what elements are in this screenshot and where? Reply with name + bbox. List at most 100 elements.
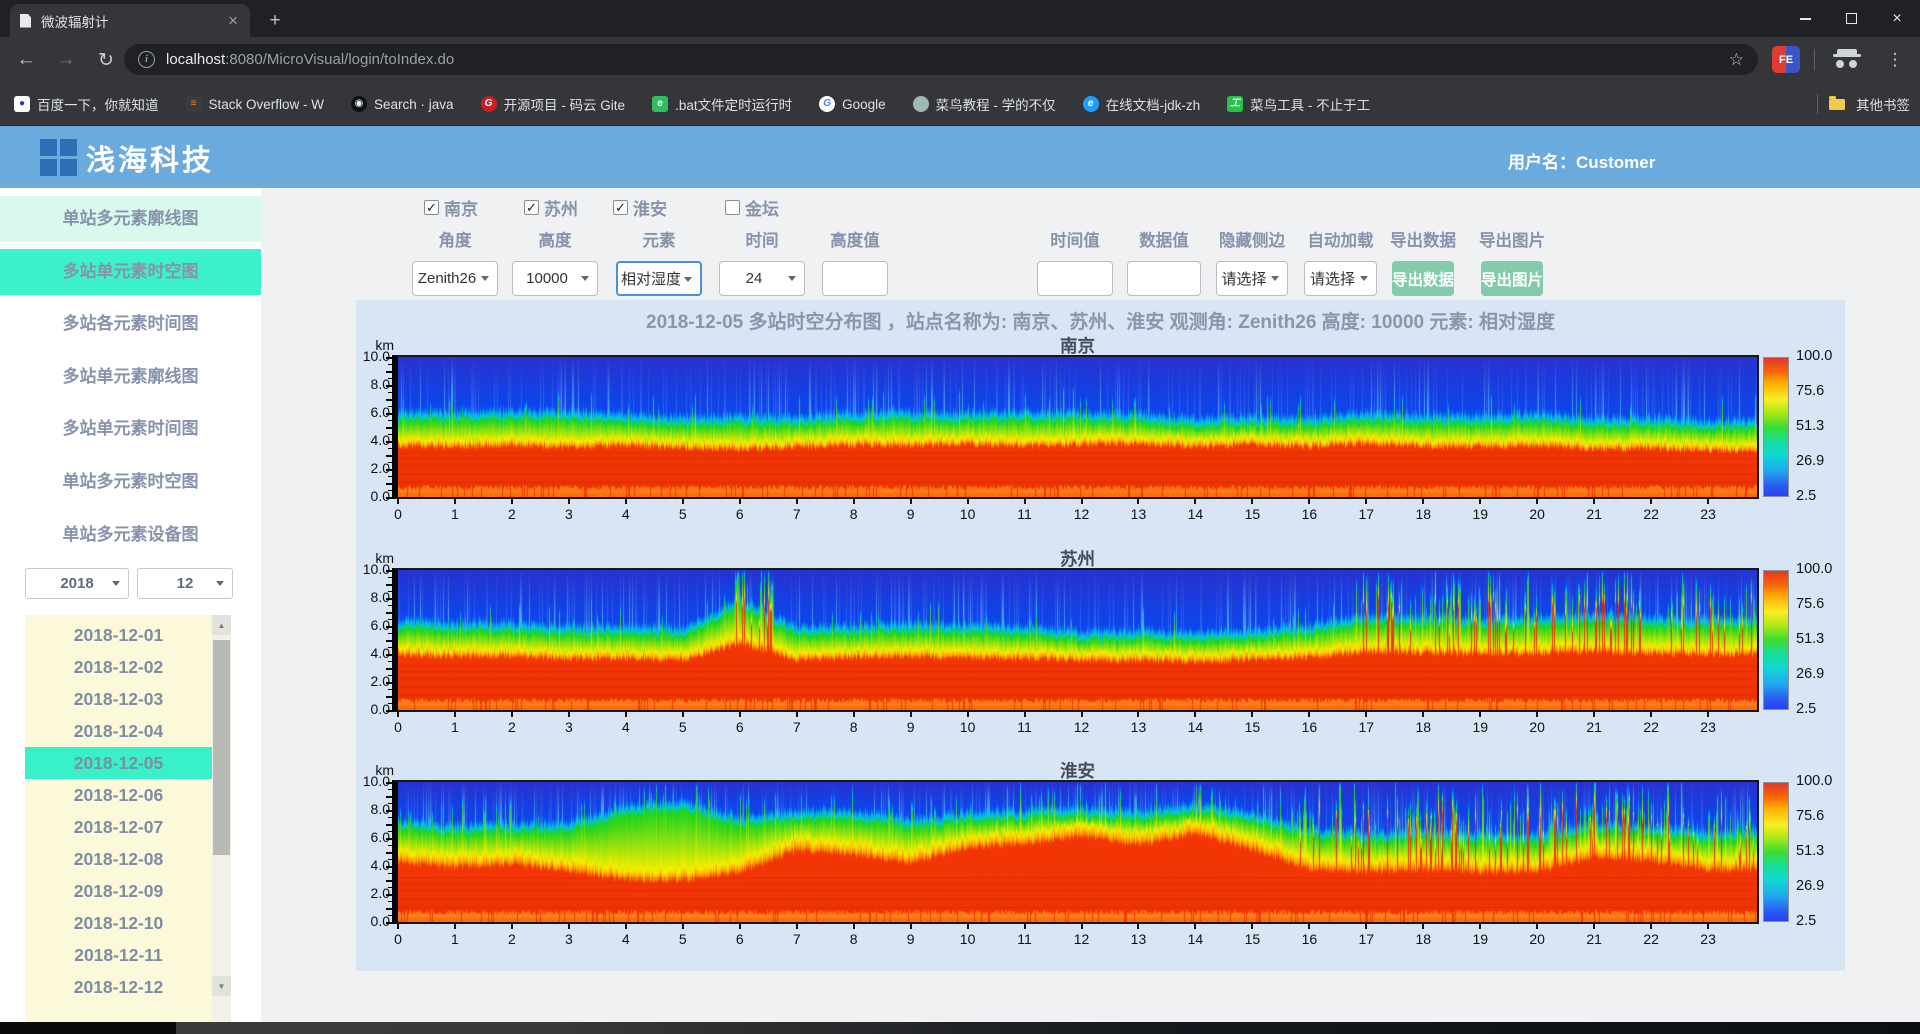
date-item[interactable]: 2018-12-07 [73,817,164,837]
x-tick-label: 5 [678,931,687,947]
date-item[interactable]: 2018-12-04 [73,721,164,741]
bookmark-item[interactable]: ◉ Search · java [351,96,454,112]
height-select[interactable]: 10000 [512,261,598,296]
date-item[interactable]: 2018-12-06 [73,785,164,805]
station-checkbox-label: 苏州 [544,199,578,219]
bookmark-item[interactable]: G Google [819,96,886,112]
brand-name: 浅海科技 [86,145,215,177]
sidebar-item[interactable]: 多站各元素时间图 [0,301,261,348]
x-tick-label: 9 [906,506,915,522]
date-item[interactable]: 2018-12-02 [73,657,164,677]
date-item[interactable]: 2018-12-10 [73,913,164,933]
brand-logo-icon [40,139,77,176]
y-tick-mark [388,577,392,578]
date-item[interactable]: 2018-12-09 [73,881,164,901]
y-tick-label: 0.0 [370,701,390,717]
x-tick-label: 16 [1301,719,1318,735]
new-tab-button[interactable]: + [269,10,281,31]
bookmark-item[interactable]: G 开源项目 - 码云 Gite [480,94,625,114]
date-item[interactable]: 2018-12-11 [74,945,163,965]
window-close-button[interactable]: × [1892,9,1902,27]
date-item[interactable]: 2018-12-01 [73,625,164,645]
station-checkbox-huaian[interactable]: ✓ 淮安 [613,197,667,219]
x-tick-label: 18 [1415,931,1432,947]
x-tick-mark [1251,924,1254,929]
data-value-input[interactable] [1127,261,1201,296]
reload-button[interactable]: ↻ [98,49,114,71]
window-controls: × [1782,0,1920,37]
bookmark-item[interactable]: 工菜鸟工具 - 不止于工 [1227,94,1370,114]
x-tick-mark [1308,924,1311,929]
x-tick-mark [1365,924,1368,929]
y-tick-mark [388,490,392,491]
x-tick-mark [453,924,456,929]
angle-select[interactable]: Zenith26 [412,261,498,296]
sidebar-item[interactable]: 单站多元素廓线图 [0,196,261,242]
checkbox-icon[interactable]: ✓ [424,199,439,215]
date-list-scrollbar[interactable]: ▲ ▼ [212,615,231,1022]
heatmap-canvas [398,782,1757,922]
month-select[interactable]: 12 [137,568,233,599]
x-tick-mark [567,712,570,717]
x-tick-label: 13 [1130,719,1147,735]
date-item[interactable]: 2018-12-08 [73,849,164,869]
y-tick-mark [388,605,392,606]
station-checkbox-jintan[interactable]: 金坛 [725,197,779,219]
auto-load-select[interactable]: 请选择 [1304,261,1377,296]
x-tick-mark [1422,499,1425,504]
y-tick-mark [388,689,392,690]
time-select[interactable]: 24 [719,261,805,296]
station-checkbox-nanjing[interactable]: ✓ 南京 [424,197,478,219]
sidebar-item[interactable]: 单站多元素时空图 [0,459,261,505]
other-bookmarks-label[interactable]: 其他书签 [1856,98,1910,113]
export-image-button[interactable]: 导出图片 [1481,261,1543,296]
sidebar-item[interactable]: 多站单元素时间图 [0,406,261,453]
export-data-button[interactable]: 导出数据 [1392,261,1454,296]
checkbox-icon[interactable]: ✓ [613,199,628,215]
browser-menu-icon[interactable]: ⋮ [1886,49,1904,69]
date-item[interactable]: 2018-12-05 [25,747,212,779]
bookmark-star-icon[interactable]: ☆ [1728,49,1744,69]
x-tick-mark [795,499,798,504]
hide-side-select[interactable]: 请选择 [1216,261,1288,296]
sidebar-item[interactable]: 多站单元素廓线图 [0,353,261,400]
bookmark-item[interactable]: ● 百度一下，你就知道 [14,94,159,114]
bookmark-item[interactable]: e .bat文件定时运行时 [652,94,792,114]
forward-button[interactable]: → [56,49,76,70]
scroll-down-arrow-icon[interactable]: ▼ [212,976,231,996]
scroll-thumb[interactable] [213,640,230,855]
x-tick-label: 13 [1130,506,1147,522]
y-tick-mark [388,448,392,449]
bookmark-item[interactable]: 菜鸟教程 - 学的不仅 [912,94,1056,114]
height-value-input[interactable] [822,261,888,296]
scroll-up-arrow-icon[interactable]: ▲ [212,615,231,635]
window-restore-button[interactable] [1828,0,1874,37]
year-select[interactable]: 2018 [25,568,129,599]
station-checkbox-suzhou[interactable]: ✓ 苏州 [524,197,578,219]
date-item[interactable]: 2018-12-12 [73,977,164,997]
colorbar-tick-label: 100.0 [1796,561,1833,577]
time-value-input[interactable] [1037,261,1113,296]
station-checkbox-label: 金坛 [745,199,779,219]
x-tick-label: 4 [621,931,630,947]
browser-tab[interactable]: 微波辐射计 × [10,4,250,37]
x-tick-label: 8 [849,719,858,735]
address-bar[interactable]: i localhost:8080/MicroVisual/login/toInd… [124,44,1758,75]
checkbox-icon[interactable]: ✓ [524,199,539,215]
sidebar-item[interactable]: 多站单元素时空图 [0,248,261,295]
date-item[interactable]: 2018-12-03 [73,689,164,709]
y-tick-label: 6.0 [370,404,390,420]
checkbox-icon[interactable] [725,199,740,215]
site-info-icon[interactable]: i [138,51,155,68]
window-minimize-button[interactable] [1782,0,1828,37]
bookmark-label: Search · java [374,96,454,112]
extension-fe-badge[interactable]: FE [1772,46,1800,73]
bookmark-item[interactable]: ≡ Stack Overflow - W [185,96,324,112]
bookmark-item[interactable]: e 在线文档-jdk-zh [1082,94,1200,114]
y-tick-mark [388,817,392,818]
element-select[interactable]: 相对湿度 [616,261,702,296]
sidebar-item[interactable]: 单站多元素设备图 [0,511,261,558]
tab-close-icon[interactable]: × [228,11,238,30]
back-button[interactable]: ← [16,49,36,70]
